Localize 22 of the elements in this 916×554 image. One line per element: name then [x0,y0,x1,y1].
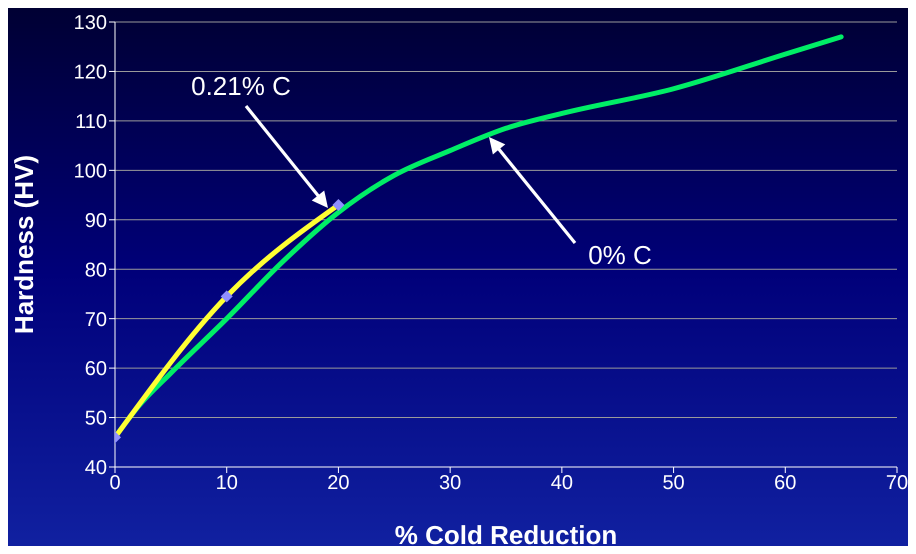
x-tick-label: 20 [327,472,350,494]
y-tick-label: 100 [74,160,107,182]
y-tick-label: 70 [84,308,107,331]
annotation: 0% C [588,240,652,270]
y-tick-label: 50 [84,408,107,430]
y-tick-label: 110 [75,110,107,133]
y-axis-title: Hardness (HV) [9,154,40,334]
y-tick-label: 120 [74,62,107,84]
x-tick-label: 60 [774,472,796,494]
x-tick-label: 70 [886,472,908,494]
y-tick-label: 40 [84,457,107,480]
y-tick-label: 130 [74,12,107,34]
y-tick-label: 60 [84,358,107,380]
y-tick-label: 90 [84,210,107,232]
x-tick-label: 40 [550,472,573,494]
x-tick-label: 30 [439,472,462,494]
x-tick-label: 0 [109,472,121,494]
x-axis-title: % Cold Reduction [394,520,618,550]
x-tick-label: 10 [216,472,238,494]
y-tick-label: 80 [84,259,107,282]
annotation: 0.21% C [191,70,291,101]
x-tick-label: 50 [662,472,685,494]
